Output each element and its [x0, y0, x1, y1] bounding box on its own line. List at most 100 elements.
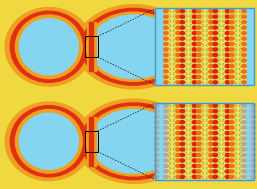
Circle shape	[176, 37, 180, 40]
Circle shape	[197, 21, 201, 24]
Circle shape	[192, 32, 197, 35]
Circle shape	[192, 15, 197, 18]
Circle shape	[176, 43, 180, 46]
Circle shape	[192, 21, 197, 24]
Circle shape	[197, 153, 201, 156]
Circle shape	[197, 159, 201, 162]
Circle shape	[225, 81, 230, 84]
Circle shape	[213, 115, 217, 118]
Circle shape	[176, 115, 180, 118]
Circle shape	[209, 143, 213, 146]
Circle shape	[213, 132, 217, 135]
Circle shape	[225, 43, 230, 46]
Circle shape	[242, 175, 246, 178]
Circle shape	[164, 110, 168, 113]
Bar	[181, 103, 196, 180]
Circle shape	[176, 15, 180, 18]
Circle shape	[197, 148, 201, 151]
Circle shape	[209, 64, 213, 67]
Circle shape	[242, 121, 246, 124]
Circle shape	[164, 121, 168, 124]
Circle shape	[192, 137, 197, 140]
Circle shape	[230, 104, 234, 107]
Circle shape	[192, 170, 197, 173]
Circle shape	[176, 126, 180, 129]
Circle shape	[230, 75, 234, 78]
Circle shape	[251, 132, 255, 135]
Circle shape	[225, 143, 230, 146]
Circle shape	[164, 53, 168, 57]
Circle shape	[197, 104, 201, 107]
Circle shape	[242, 26, 246, 29]
Bar	[155, 103, 254, 180]
Circle shape	[192, 148, 197, 151]
Circle shape	[192, 53, 197, 57]
Circle shape	[225, 126, 230, 129]
Circle shape	[197, 137, 201, 140]
Circle shape	[209, 153, 213, 156]
Circle shape	[180, 132, 185, 135]
Circle shape	[209, 26, 213, 29]
Circle shape	[176, 137, 180, 140]
Circle shape	[197, 126, 201, 129]
Circle shape	[225, 64, 230, 67]
Circle shape	[164, 159, 168, 162]
Circle shape	[197, 15, 201, 18]
Circle shape	[242, 64, 246, 67]
Circle shape	[180, 15, 185, 18]
Circle shape	[209, 53, 213, 57]
Circle shape	[230, 81, 234, 84]
Circle shape	[242, 32, 246, 35]
Circle shape	[230, 170, 234, 173]
Circle shape	[213, 121, 217, 124]
Circle shape	[242, 170, 246, 173]
Circle shape	[225, 175, 230, 178]
Bar	[181, 9, 196, 85]
Circle shape	[154, 115, 159, 118]
Circle shape	[176, 143, 180, 146]
Circle shape	[197, 32, 201, 35]
Ellipse shape	[76, 99, 191, 183]
Ellipse shape	[15, 15, 82, 79]
Circle shape	[154, 153, 159, 156]
Circle shape	[225, 10, 230, 13]
Circle shape	[209, 59, 213, 62]
Circle shape	[180, 43, 185, 46]
Circle shape	[209, 148, 213, 151]
Circle shape	[242, 137, 246, 140]
Circle shape	[197, 26, 201, 29]
Circle shape	[225, 48, 230, 51]
Circle shape	[192, 43, 197, 46]
Circle shape	[230, 43, 234, 46]
Circle shape	[230, 175, 234, 178]
Circle shape	[242, 164, 246, 167]
Circle shape	[209, 126, 213, 129]
Circle shape	[242, 70, 246, 73]
Circle shape	[180, 115, 185, 118]
Circle shape	[230, 159, 234, 162]
Bar	[87, 117, 96, 166]
Bar	[214, 103, 229, 180]
Circle shape	[164, 81, 168, 84]
Ellipse shape	[10, 106, 87, 177]
Bar	[89, 22, 93, 71]
Circle shape	[192, 70, 197, 73]
Circle shape	[242, 15, 246, 18]
Circle shape	[164, 10, 168, 13]
Circle shape	[230, 53, 234, 57]
Circle shape	[197, 81, 201, 84]
Circle shape	[230, 115, 234, 118]
Circle shape	[154, 159, 159, 162]
Circle shape	[230, 48, 234, 51]
Bar	[198, 9, 212, 85]
Circle shape	[164, 32, 168, 35]
Circle shape	[197, 10, 201, 13]
Circle shape	[209, 81, 213, 84]
Circle shape	[225, 21, 230, 24]
Circle shape	[154, 164, 159, 167]
Circle shape	[164, 37, 168, 40]
Circle shape	[154, 132, 159, 135]
Circle shape	[164, 148, 168, 151]
Circle shape	[176, 75, 180, 78]
Circle shape	[213, 59, 217, 62]
